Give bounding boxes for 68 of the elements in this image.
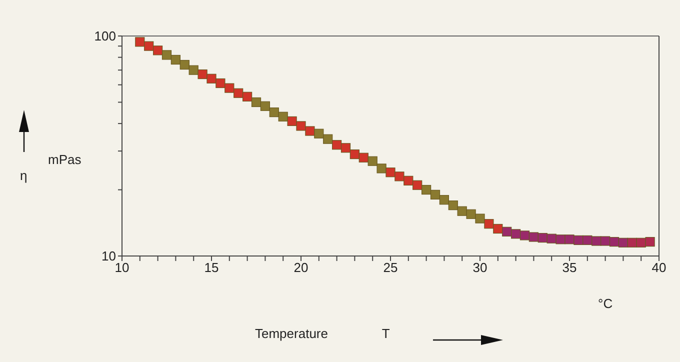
point	[206, 74, 216, 84]
point	[216, 78, 226, 88]
point	[645, 237, 655, 247]
point	[386, 168, 396, 178]
point	[323, 134, 333, 144]
point	[162, 50, 172, 60]
point	[627, 238, 637, 248]
point	[260, 101, 270, 111]
text: η	[20, 168, 28, 183]
point	[242, 92, 252, 102]
point	[340, 143, 351, 153]
point	[412, 180, 422, 190]
point	[556, 234, 566, 244]
point	[484, 219, 494, 229]
point	[224, 83, 234, 93]
x-tick-label: 10	[114, 260, 130, 276]
point	[511, 229, 521, 239]
point	[358, 152, 368, 162]
point	[188, 65, 198, 75]
point	[332, 140, 342, 150]
point	[296, 121, 306, 131]
text: °C	[598, 296, 613, 311]
point	[368, 156, 378, 166]
point	[528, 232, 538, 242]
point	[520, 230, 530, 240]
x-tick-label: 25	[383, 260, 398, 276]
x-tick-label: 35	[562, 260, 577, 276]
point	[394, 172, 404, 182]
x-tick-label: 30	[472, 260, 488, 276]
point	[592, 236, 602, 246]
point	[564, 234, 574, 244]
x-tick-label: 20	[294, 260, 308, 276]
point	[234, 88, 244, 98]
point	[582, 235, 592, 245]
point	[376, 164, 386, 174]
point	[251, 97, 262, 108]
point	[422, 184, 432, 195]
point	[350, 149, 360, 160]
text: mPas	[48, 152, 82, 167]
x-axis-title: Temperature T	[255, 326, 390, 341]
point	[135, 37, 145, 47]
point	[502, 226, 512, 236]
point	[305, 126, 315, 136]
point	[404, 176, 414, 186]
point	[198, 69, 208, 80]
point	[430, 190, 440, 200]
point	[493, 224, 503, 234]
point	[180, 60, 190, 70]
x-tick-label: 15	[204, 260, 219, 276]
point	[466, 209, 476, 219]
point	[287, 116, 297, 126]
point	[439, 195, 449, 205]
point	[170, 54, 180, 65]
point	[153, 46, 163, 56]
point	[618, 238, 628, 248]
point	[609, 237, 620, 247]
point	[457, 206, 467, 216]
point	[278, 112, 288, 122]
point	[600, 236, 610, 246]
point	[538, 232, 548, 243]
point	[269, 107, 279, 118]
point	[475, 214, 485, 224]
y-tick-label: 100	[94, 28, 116, 44]
point	[574, 235, 584, 245]
point	[144, 41, 154, 51]
point	[448, 200, 458, 210]
x-tick-label: 40	[652, 260, 666, 276]
point	[314, 128, 324, 138]
